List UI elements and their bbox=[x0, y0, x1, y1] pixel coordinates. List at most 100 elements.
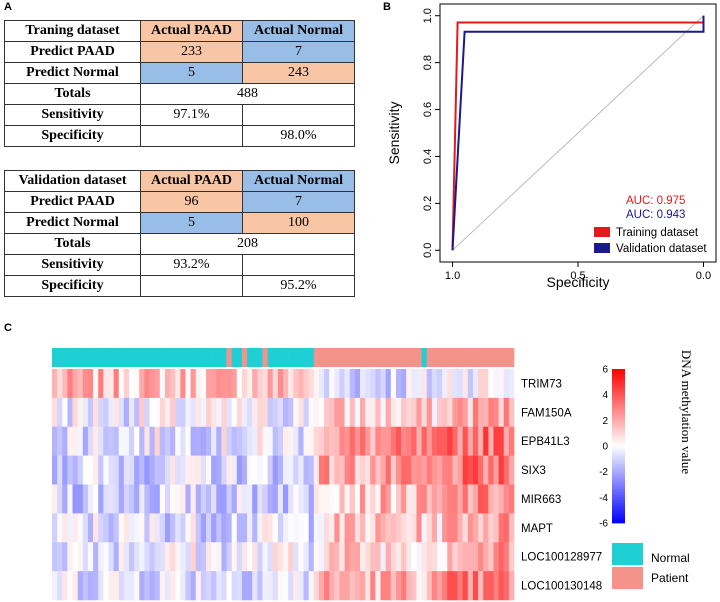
heatmap-cell bbox=[103, 369, 109, 399]
heatmap-cell bbox=[483, 426, 489, 456]
heatmap-cell bbox=[324, 484, 330, 514]
heatmap-cell bbox=[334, 455, 340, 485]
heatmap-cell bbox=[226, 397, 232, 428]
colorbar-segment bbox=[612, 469, 625, 473]
heatmap-cell bbox=[370, 571, 376, 601]
colorbar-segment bbox=[612, 386, 625, 390]
heatmap-cell bbox=[354, 426, 361, 456]
heatmap-cell bbox=[252, 484, 258, 514]
heatmap-cell bbox=[262, 484, 268, 514]
heatmap-cell bbox=[170, 455, 176, 485]
heatmap-cell bbox=[87, 426, 94, 456]
heatmap-cell bbox=[216, 484, 222, 514]
heatmap-cell bbox=[123, 484, 130, 514]
heatmap-cell bbox=[262, 369, 268, 399]
heatmap-cell bbox=[503, 542, 510, 572]
group-annotation-cell bbox=[508, 348, 515, 367]
colorbar-tick-label: -6 bbox=[599, 519, 608, 530]
group-annotation-cell bbox=[267, 348, 274, 367]
heatmap-cell bbox=[236, 542, 243, 572]
heatmap-cell bbox=[272, 542, 279, 572]
group-annotation-cell bbox=[493, 348, 499, 367]
colorbar-segment bbox=[612, 402, 625, 406]
group-annotation-cell bbox=[206, 348, 212, 367]
heatmap-cell bbox=[57, 542, 63, 572]
heatmap-cell bbox=[406, 369, 412, 399]
group-annotation-cell bbox=[77, 348, 84, 367]
heatmap-cell bbox=[272, 426, 279, 456]
heatmap-cell bbox=[467, 369, 474, 399]
heatmap-cell bbox=[149, 542, 155, 572]
heatmap-cell bbox=[508, 542, 515, 572]
heatmap-cell bbox=[421, 426, 428, 456]
heatmap-cell bbox=[277, 513, 284, 543]
heatmap-cell bbox=[82, 455, 89, 485]
heatmap-cell bbox=[108, 571, 114, 601]
heatmap-cell bbox=[62, 542, 68, 572]
heatmap-cell bbox=[329, 484, 335, 514]
heatmap-cell bbox=[298, 542, 304, 572]
heatmap-row-label: TRIM73 bbox=[521, 378, 562, 390]
heatmap-cell bbox=[329, 513, 335, 543]
heatmap-cell bbox=[462, 369, 469, 399]
heatmap-cell bbox=[329, 542, 335, 572]
heatmap-cell bbox=[406, 455, 412, 485]
heatmap-cell bbox=[67, 397, 73, 428]
heatmap-cell bbox=[349, 455, 356, 485]
heatmap-cell bbox=[277, 369, 284, 399]
heatmap-cell bbox=[498, 426, 505, 456]
group-annotation-cell bbox=[52, 348, 58, 367]
group-annotation-cell bbox=[252, 348, 258, 367]
heatmap-cell bbox=[175, 426, 181, 456]
heatmap-cell bbox=[390, 542, 397, 572]
heatmap-cell bbox=[437, 513, 443, 543]
group-annotation-cell bbox=[103, 348, 109, 367]
heatmap-cell bbox=[77, 426, 84, 456]
heatmap-cell bbox=[395, 513, 402, 543]
heatmap-cell bbox=[211, 397, 217, 428]
heatmap-cell bbox=[211, 369, 217, 399]
colorbar-segment bbox=[612, 412, 625, 416]
heatmap-cell bbox=[170, 369, 176, 399]
heatmap-cell bbox=[467, 397, 474, 428]
heatmap-cell bbox=[206, 426, 212, 456]
heatmap-cell bbox=[349, 513, 356, 543]
heatmap-cell bbox=[82, 426, 89, 456]
heatmap-cell bbox=[257, 513, 263, 543]
heatmap-cell bbox=[175, 571, 181, 601]
heatmap-cell bbox=[411, 426, 417, 456]
heatmap-cell bbox=[503, 397, 510, 428]
heatmap-cell bbox=[483, 571, 489, 601]
heatmap-cell bbox=[93, 426, 99, 456]
heatmap-cell bbox=[67, 426, 73, 456]
heatmap-cell bbox=[421, 484, 428, 514]
heatmap-cell bbox=[462, 542, 469, 572]
heatmap-cell bbox=[416, 369, 422, 399]
heatmap-cell bbox=[118, 542, 125, 572]
heatmap-cell bbox=[87, 369, 94, 399]
group-annotation-cell bbox=[257, 348, 263, 367]
heatmap-cell bbox=[62, 484, 68, 514]
heatmap-cell bbox=[139, 513, 145, 543]
heatmap-cell bbox=[108, 397, 114, 428]
heatmap-cell bbox=[57, 513, 63, 543]
heatmap-cell bbox=[467, 542, 474, 572]
heatmap-cell bbox=[344, 513, 351, 543]
heatmap-cell bbox=[478, 513, 484, 543]
heatmap-cell bbox=[129, 397, 135, 428]
heatmap-cell bbox=[231, 542, 238, 572]
group-annotation-cell bbox=[344, 348, 351, 367]
heatmap-cell bbox=[442, 571, 448, 601]
colorbar-segment bbox=[612, 474, 625, 478]
heatmap-cell bbox=[426, 571, 433, 601]
colorbar-segment bbox=[612, 410, 625, 414]
heatmap-cell bbox=[395, 455, 402, 485]
heatmap-cell bbox=[77, 369, 84, 399]
heatmap-cell bbox=[349, 397, 356, 428]
heatmap-cell bbox=[324, 426, 330, 456]
heatmap-cell bbox=[118, 484, 125, 514]
heatmap-cell bbox=[236, 369, 243, 399]
heatmap-cell bbox=[447, 542, 453, 572]
heatmap-cell bbox=[57, 369, 63, 399]
